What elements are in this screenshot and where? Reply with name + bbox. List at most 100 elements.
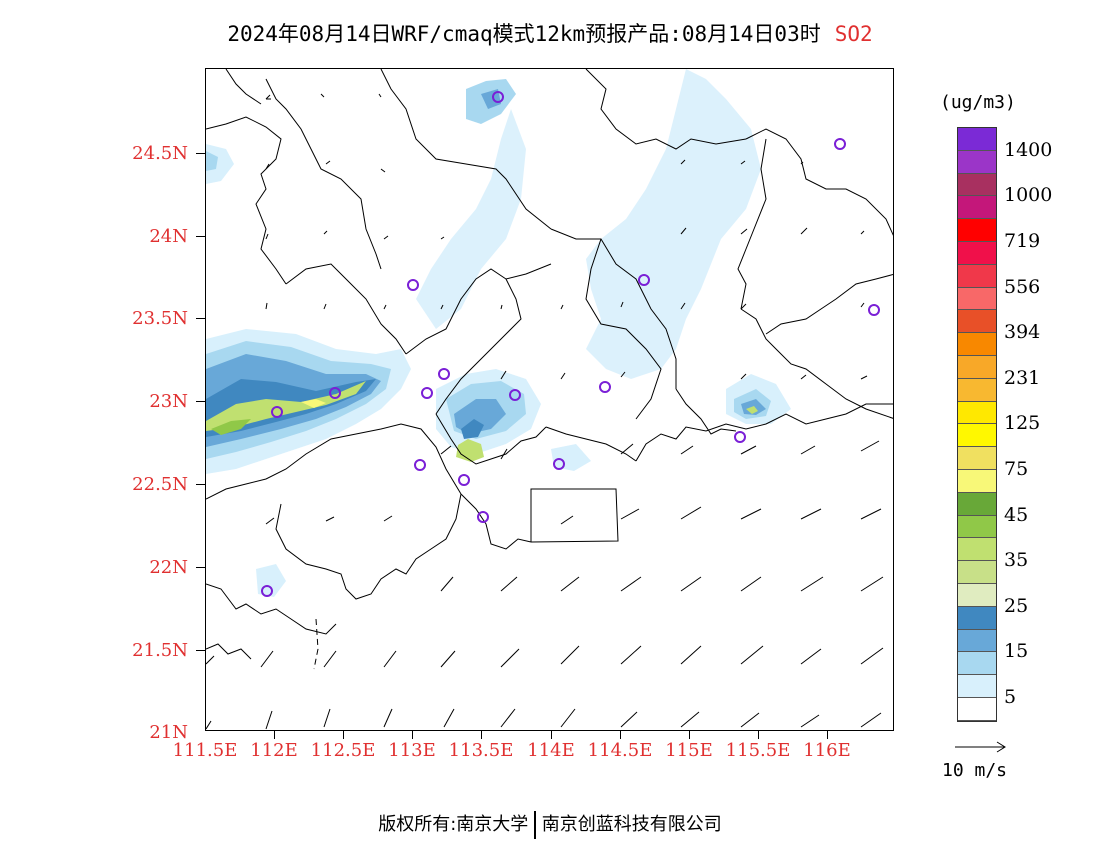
colorbar-label: 15 [1004, 640, 1029, 663]
station-marker [834, 138, 846, 150]
lon-label-112.5E: 112.5E [310, 740, 376, 761]
forecast-map [206, 69, 893, 730]
colorbar-swatch [958, 538, 996, 562]
colorbar-units: (ug/m3) [940, 92, 1016, 113]
colorbar-label: 5 [1004, 686, 1017, 708]
station-marker [458, 474, 470, 486]
colorbar-swatch [958, 264, 996, 288]
footer-divider [534, 811, 536, 839]
lat-label-22.5N: 22.5N [132, 474, 188, 495]
colorbar-swatch [958, 447, 996, 470]
station-marker [509, 389, 521, 401]
station-marker [477, 511, 489, 523]
station-marker [868, 304, 880, 316]
colorbar-swatch [958, 424, 996, 448]
station-marker [407, 279, 419, 291]
lon-label-111.5E: 111.5E [172, 740, 238, 761]
station-marker [261, 585, 273, 597]
lat-tick [196, 567, 205, 568]
lon-tick [343, 731, 344, 739]
map-panel[interactable] [205, 68, 894, 731]
colorbar-swatch [958, 492, 996, 516]
colorbar-label: 719 [1004, 230, 1041, 252]
colorbar-label: 75 [1004, 458, 1029, 480]
lon-label-116E: 116E [803, 740, 851, 761]
colorbar-swatch [958, 310, 996, 334]
station-marker [438, 368, 450, 380]
colorbar-label: 394 [1004, 321, 1041, 344]
colorbar-label: 556 [1004, 275, 1041, 298]
colorbar-swatch [958, 675, 996, 698]
copyright-company: 南京创蓝科技有限公司 [541, 814, 722, 835]
boundaries [206, 69, 893, 670]
colorbar-label: 231 [1004, 366, 1041, 389]
colorbar-swatch [958, 333, 996, 356]
lat-label-21N: 21N [149, 722, 188, 743]
lon-tick [620, 731, 621, 739]
station-marker [553, 458, 565, 470]
lat-label-24N: 24N [149, 226, 188, 247]
colorbar-label: 1400 [1004, 138, 1053, 161]
colorbar-swatch [958, 150, 996, 174]
colorbar-swatch [958, 697, 996, 721]
lat-tick [196, 153, 205, 154]
colorbar-swatch [958, 583, 996, 607]
wind-vectors [206, 93, 884, 730]
colorbar-swatch [958, 355, 996, 379]
colorbar-swatch [958, 652, 996, 676]
lon-label-114E: 114E [527, 740, 575, 761]
lon-label-112E: 112E [250, 740, 298, 761]
colorbar-swatch [958, 219, 996, 242]
lon-label-115E: 115E [665, 740, 713, 761]
lat-label-22N: 22N [149, 557, 188, 578]
colorbar-swatch [958, 128, 996, 151]
colorbar-swatch [958, 401, 996, 425]
lon-tick [274, 731, 275, 739]
reference-arrow-icon [955, 741, 1006, 753]
lat-tick [196, 650, 205, 651]
lon-label-114.5E: 114.5E [587, 740, 653, 761]
colorbar-label: 25 [1004, 594, 1029, 617]
station-marker [734, 431, 746, 443]
lat-label-23.5N: 23.5N [132, 308, 188, 329]
colorbar-swatch [958, 287, 996, 311]
station-marker [271, 406, 283, 418]
lon-tick [689, 731, 690, 739]
lon-tick [412, 731, 413, 739]
lon-tick [827, 731, 828, 739]
colorbar-swatch [958, 561, 996, 584]
lon-label-113E: 113E [388, 740, 436, 761]
colorbar-swatch [958, 378, 996, 402]
colorbar-swatch [958, 241, 996, 265]
lat-label-21.5N: 21.5N [132, 640, 188, 661]
colorbar-label: 45 [1004, 503, 1029, 526]
lat-label-23N: 23N [149, 391, 188, 412]
lat-tick [196, 484, 205, 485]
pollutant-name: SO2 [834, 22, 873, 46]
colorbar-swatch [958, 196, 996, 220]
lat-tick [196, 401, 205, 402]
colorbar [957, 127, 997, 722]
lat-label-24.5N: 24.5N [132, 143, 188, 164]
colorbar-label: 35 [1004, 549, 1029, 572]
station-marker [638, 274, 650, 286]
colorbar-swatch [958, 469, 996, 493]
lon-tick [551, 731, 552, 739]
lon-label-113.5E: 113.5E [448, 740, 514, 761]
colorbar-swatch [958, 515, 996, 539]
colorbar-label: 1000 [1004, 184, 1053, 207]
station-marker [329, 387, 341, 399]
colorbar-swatch [958, 173, 996, 197]
colorbar-swatch [958, 629, 996, 653]
lat-tick [196, 236, 205, 237]
title-text: 2024年08月14日WRF/cmaq模式12km预报产品:08月14日03时 [227, 22, 821, 46]
copyright-footer: 版权所有:南京大学 南京创蓝科技有限公司 [0, 810, 1100, 839]
station-marker [414, 459, 426, 471]
map-title: 2024年08月14日WRF/cmaq模式12km预报产品:08月14日03时 S… [0, 18, 1100, 48]
station-marker [599, 381, 611, 393]
station-markers [261, 91, 880, 597]
copyright-owner: 版权所有:南京大学 [378, 814, 529, 835]
colorbar-swatch [958, 606, 996, 630]
colorbar-label: 125 [1004, 412, 1041, 435]
station-marker [421, 387, 433, 399]
